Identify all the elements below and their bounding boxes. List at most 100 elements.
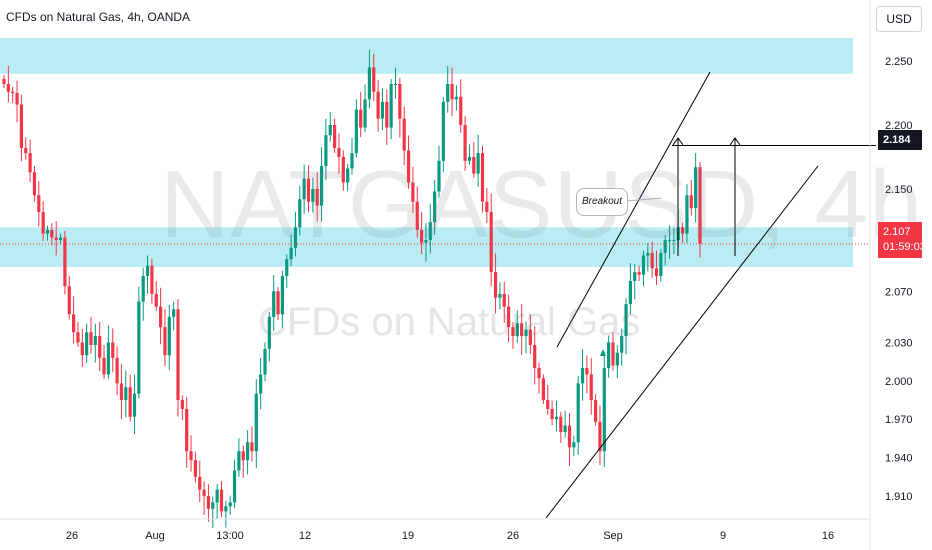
candle-body xyxy=(385,101,389,128)
candle-body xyxy=(302,178,306,200)
description-watermark: CFDs on Natural Gas xyxy=(258,300,641,344)
candle-body xyxy=(641,255,646,275)
candle-body xyxy=(232,470,237,503)
candle-body xyxy=(324,135,328,166)
candle-body xyxy=(493,272,498,298)
candle-body xyxy=(85,332,89,356)
candle-body xyxy=(2,78,6,85)
candle-body xyxy=(533,345,537,369)
candle-body xyxy=(572,442,576,448)
candle-body xyxy=(502,293,506,307)
candle-body xyxy=(585,368,589,375)
candle-body xyxy=(167,316,171,356)
candle-body xyxy=(559,416,563,433)
arrow-head-icon xyxy=(672,137,684,146)
candle-body xyxy=(450,84,454,100)
candle-body xyxy=(411,182,415,202)
candle-body xyxy=(106,342,110,375)
candle-body xyxy=(215,489,219,503)
candle-body xyxy=(524,329,528,337)
candle-body xyxy=(124,387,128,401)
candle-body xyxy=(72,314,76,333)
price-tick-label: 2.150 xyxy=(885,184,913,196)
price-tick-label: 2.030 xyxy=(885,337,913,349)
price-tick-label: 2.000 xyxy=(885,376,913,388)
candle-body xyxy=(372,67,376,92)
candle-body xyxy=(589,374,593,401)
price-tick-label: 1.940 xyxy=(885,453,913,465)
candle-body xyxy=(28,153,32,173)
candle-body xyxy=(93,336,97,346)
candle-body xyxy=(393,84,398,86)
candle-body xyxy=(128,387,132,417)
candle-body xyxy=(459,96,463,125)
candle-body xyxy=(45,229,50,234)
candle-body xyxy=(611,342,615,366)
candle-body xyxy=(437,160,441,192)
candle-body xyxy=(224,506,228,512)
candle-body xyxy=(259,374,263,394)
candle-body xyxy=(520,323,524,337)
arrow-head-icon xyxy=(729,137,741,146)
candle-body xyxy=(237,451,241,471)
time-tick-label: Aug xyxy=(145,530,165,542)
candle-body xyxy=(246,442,250,461)
candle-body xyxy=(667,240,672,242)
candle-body xyxy=(628,281,632,305)
candle-body xyxy=(137,301,141,394)
candle-body xyxy=(659,252,663,276)
candle-body xyxy=(367,67,371,100)
candle-body xyxy=(467,156,472,161)
channel-upper-line xyxy=(556,71,711,348)
candle-body xyxy=(172,309,176,317)
candle-body xyxy=(507,306,511,328)
candle-body xyxy=(98,336,102,358)
candle-body xyxy=(672,240,676,242)
candle-body xyxy=(58,237,63,241)
candle-body xyxy=(6,84,10,92)
candle-body xyxy=(489,211,493,273)
candle-body xyxy=(19,104,23,148)
candle-body xyxy=(615,352,619,366)
candle-body xyxy=(633,272,637,282)
up-arrow-icon xyxy=(600,349,606,356)
candle-body xyxy=(663,240,667,253)
candle-body xyxy=(446,84,450,102)
candle-body xyxy=(402,118,406,151)
candle-body xyxy=(337,148,341,157)
time-tick-label: 9 xyxy=(720,530,726,542)
candle-body xyxy=(454,96,458,100)
price-tick-label: 1.910 xyxy=(885,491,913,503)
candle-body xyxy=(254,393,258,452)
candle-body xyxy=(594,400,598,422)
candle-body xyxy=(681,227,685,234)
candle-body xyxy=(424,240,428,243)
price-tick-label: 2.070 xyxy=(885,286,913,298)
candle-body xyxy=(646,252,650,256)
candle-body xyxy=(198,476,202,490)
candle-body xyxy=(563,425,567,433)
last-price-label: 2.107 01:59:03 xyxy=(878,222,926,258)
candle-body xyxy=(211,502,215,509)
zone-1 xyxy=(0,227,853,267)
chart-title[interactable]: CFDs on Natural Gas, 4h, OANDA xyxy=(6,10,191,24)
zone-0 xyxy=(0,37,853,74)
candle-body xyxy=(289,247,293,260)
candle-body xyxy=(280,275,284,315)
candle-body xyxy=(311,188,315,202)
candle-body xyxy=(472,156,476,174)
candle-body xyxy=(185,409,189,452)
candle-body xyxy=(80,342,84,356)
candle-body xyxy=(498,293,502,298)
candle-body xyxy=(602,368,606,452)
candle-body xyxy=(546,400,550,409)
candle-body xyxy=(694,167,698,209)
breakout-callout[interactable]: Breakout xyxy=(576,188,628,216)
time-tick-label: 12 xyxy=(299,530,311,542)
currency-button[interactable]: USD xyxy=(876,6,922,32)
candle-body xyxy=(541,378,545,401)
candle-body xyxy=(328,124,332,136)
candle-body xyxy=(11,91,15,93)
